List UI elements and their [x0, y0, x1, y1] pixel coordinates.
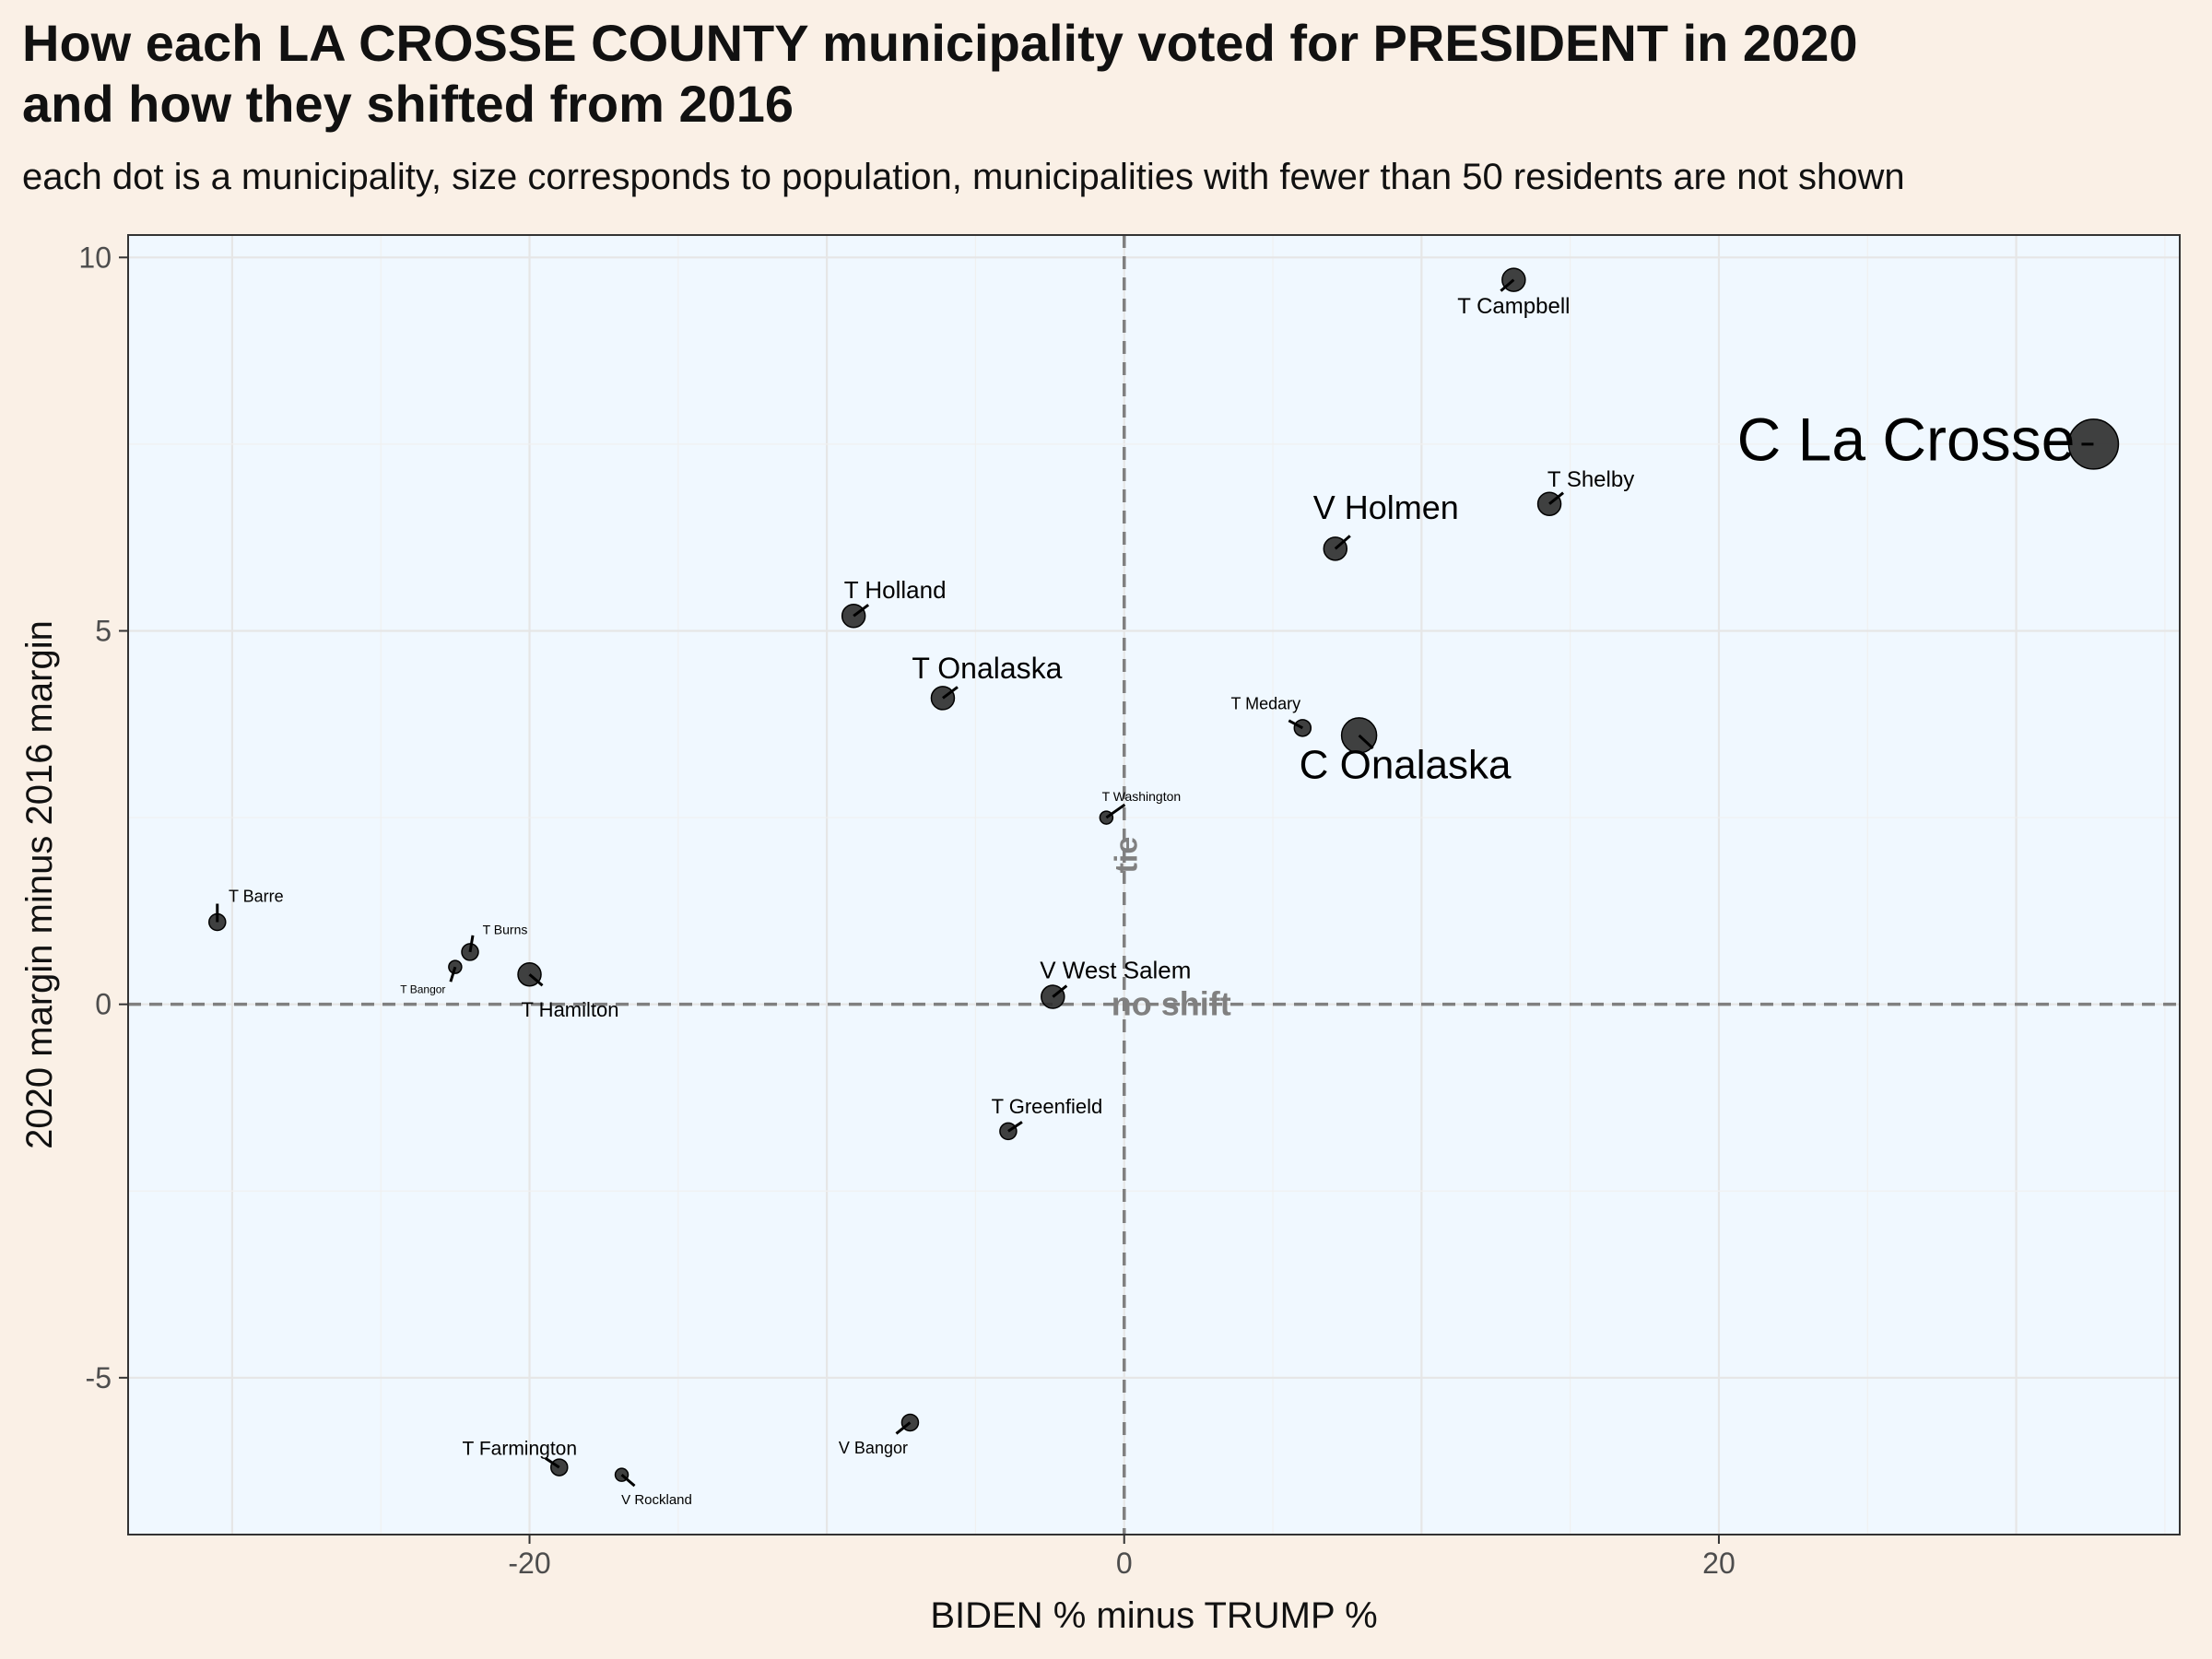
- title-line-2: and how they shifted from 2016: [22, 75, 794, 133]
- point-labels: C La Crosse C Onalaska V Holmen T Campbell T…: [216, 278, 2094, 1508]
- no-shift-label: no shift: [1112, 985, 1231, 1023]
- plot-border: [127, 234, 2181, 1535]
- leader-v-rockland: [620, 1474, 636, 1488]
- tie-label: tie: [1110, 837, 1145, 874]
- label-t-shelby: T Shelby: [1547, 467, 1634, 492]
- leader-t-greenfield: [1007, 1121, 1023, 1133]
- plot-panel: [128, 235, 2180, 1535]
- point-t-onalaska: [930, 686, 956, 711]
- label-v-bangor: V Bangor: [839, 1439, 908, 1457]
- label-t-greenfield: T Greenfield: [992, 1095, 1103, 1118]
- chart-title: How each LA CROSSE COUNTY municipality v…: [22, 13, 2206, 135]
- x-tick-label: 20: [1702, 1547, 1735, 1580]
- y-tick-label: 5: [95, 614, 112, 647]
- label-t-medary: T Medary: [1230, 695, 1300, 713]
- label-v-rockland: V Rockland: [621, 1492, 692, 1508]
- label-t-barre: T Barre: [229, 887, 284, 905]
- leader-t-burns: [468, 935, 475, 953]
- x-tick-label: -20: [508, 1547, 550, 1580]
- x-axis-label: BIDEN % minus TRUMP %: [930, 1595, 1377, 1636]
- reference-lines: tie no shift: [128, 235, 2180, 1535]
- y-tick-label: 10: [78, 241, 112, 274]
- leader-t-shelby: [1548, 491, 1565, 505]
- label-c-onalaska: C Onalaska: [1300, 743, 1512, 788]
- y-tick-label: -5: [86, 1361, 112, 1394]
- leader-v-bangor: [895, 1421, 912, 1435]
- leader-t-campbell: [1500, 278, 1515, 292]
- label-t-hamilton: T Hamilton: [522, 998, 619, 1021]
- label-t-bangor: T Bangor: [400, 982, 445, 995]
- leader-t-hamilton: [528, 973, 544, 987]
- leader-v-holmen: [1334, 535, 1351, 550]
- leader-t-medary: [1288, 719, 1304, 730]
- leader-c-onalaska: [1358, 734, 1374, 750]
- grid-lines: [128, 235, 2180, 1535]
- chart-subtitle: each dot is a municipality, size corresp…: [22, 157, 1905, 197]
- title-line-1: How each LA CROSSE COUNTY municipality v…: [22, 14, 1858, 72]
- label-c-la-crosse: C La Crosse: [1737, 405, 2076, 473]
- leader-t-onalaska: [942, 686, 959, 700]
- leader-t-washington: [1105, 803, 1126, 819]
- label-t-farmington: T Farmington: [463, 1439, 578, 1460]
- label-t-washington: T Washington: [1102, 789, 1182, 804]
- x-tick-label: 0: [1116, 1547, 1133, 1580]
- label-v-holmen: V Holmen: [1313, 488, 1459, 526]
- label-v-west-salem: V West Salem: [1040, 956, 1191, 983]
- y-axis-label: 2020 margin minus 2016 margin: [19, 620, 60, 1149]
- label-t-holland: T Holland: [844, 576, 947, 604]
- leader-t-bangor: [449, 966, 457, 982]
- leader-t-holland: [853, 604, 870, 618]
- label-t-campbell: T Campbell: [1457, 294, 1570, 319]
- axes: -20 0 20 -5 0 5 10 BIDEN % minus TRUMP % 2020 ma…: [19, 241, 1735, 1636]
- label-t-burns: T Burns: [483, 923, 528, 937]
- leader-v-west-salem: [1052, 984, 1068, 998]
- label-t-onalaska: T Onalaska: [912, 652, 1062, 685]
- leader-t-farmington: [544, 1456, 560, 1469]
- y-tick-label: 0: [95, 988, 112, 1021]
